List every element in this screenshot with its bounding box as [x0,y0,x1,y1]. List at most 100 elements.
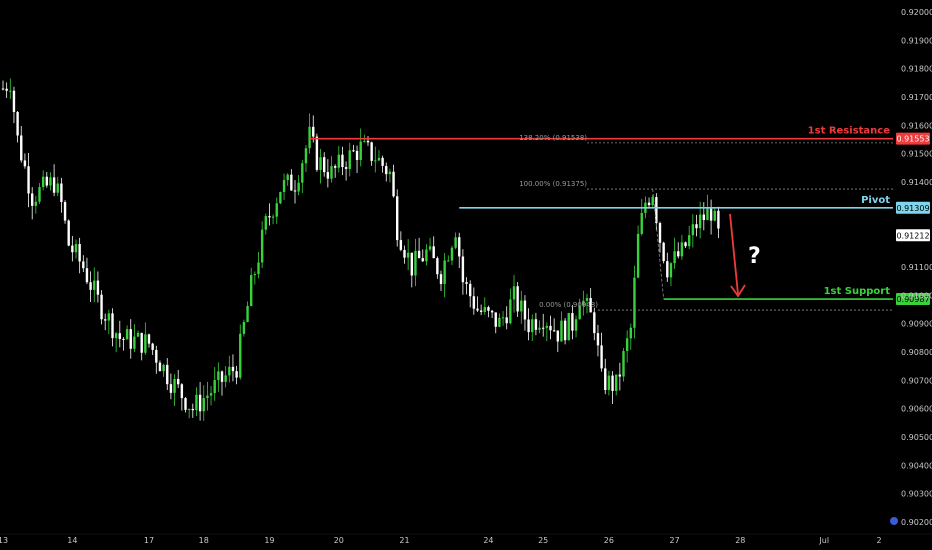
candle-body [169,384,173,393]
candle [381,155,384,173]
candle [600,332,603,372]
candle-body [520,300,523,312]
candle [93,267,96,303]
x-tick-label: 26 [604,536,614,545]
candle [260,221,264,269]
candle-body [366,140,370,143]
candle-body [381,157,384,166]
candle-body [406,252,410,258]
candle [593,307,596,341]
candle [348,142,351,177]
candle-body [323,157,326,173]
candle [71,235,74,262]
candle-body [202,398,205,412]
candle [556,330,559,353]
candle [655,193,658,230]
candle-body [706,208,709,221]
x-tick-label: 20 [334,536,344,545]
candle-body [647,202,651,206]
candle [242,319,246,337]
candle [282,173,286,200]
y-tick-label: 0.90400 [901,461,932,470]
time-axis[interactable]: 13 14 17 18 19 20 21 24 25 26 27 28 Jul 2 [0,533,932,545]
candle [78,237,81,274]
candle [713,207,716,222]
candle-body [286,174,289,181]
candle-body [425,249,428,262]
candle [366,135,370,146]
candle-body [589,298,592,313]
candle [582,290,585,316]
candle-body [195,394,198,411]
candle-body [560,320,563,342]
candle [63,200,67,224]
candle-body [688,235,691,247]
candle [74,239,78,259]
candle [589,288,592,313]
candle [246,301,249,323]
candle [89,271,92,303]
candle-body [498,317,501,327]
candle-body [107,313,111,321]
x-tick-label: 21 [399,536,409,545]
candle [702,202,705,231]
candle-body [147,334,151,344]
candle-body [447,260,450,262]
fib-layer: 138.20% (0.91538) 100.00% (0.91375) 0.00% … [519,134,893,311]
candle [658,221,662,253]
candle [622,348,625,382]
candle-body [454,237,457,248]
candle [447,255,450,262]
candle-body [5,88,8,91]
candle [494,312,497,334]
candle [118,320,121,348]
x-tick-label: 19 [264,536,274,545]
candle [228,355,231,383]
candle-body [27,166,30,194]
candle [27,152,30,208]
candle [253,271,257,285]
candle-body [304,148,308,164]
candle [680,234,684,260]
candle [60,177,63,213]
candle-body [516,286,519,312]
candle-body [250,275,253,306]
candle-body [604,368,607,391]
candle [301,160,304,194]
candle [195,387,198,417]
arrow-head-icon [730,284,746,298]
y-tick-label: 0.91500 [901,150,932,159]
candle [308,113,311,154]
candle [147,333,151,348]
candle-body [618,374,622,377]
candle-body [330,166,333,179]
candle [264,213,267,235]
candle-body [673,251,676,264]
candle-body [651,197,654,206]
candle [1,80,5,91]
candle-body [640,212,643,234]
candle-body [41,176,45,188]
candle-body [600,345,603,369]
candle [385,162,388,182]
price-axis[interactable]: 0.92000 0.91900 0.91800 0.91700 0.91600 0.915… [901,8,932,527]
candle-body [290,174,293,191]
candle-body [655,197,658,224]
candle [523,295,527,331]
candle [443,253,446,298]
price-badge [896,201,930,214]
candle [666,252,669,282]
candle [370,141,373,166]
candle-body [319,157,322,170]
candle [122,337,125,351]
candle [472,287,476,315]
candle [23,153,27,169]
candle-body [713,210,716,221]
candle [140,332,143,361]
price-badge-text: 0.90987 [896,295,929,304]
candle-body [155,349,158,363]
candle [5,82,8,98]
y-tick-label: 0.90200 [901,518,932,527]
candle-body [666,261,669,278]
